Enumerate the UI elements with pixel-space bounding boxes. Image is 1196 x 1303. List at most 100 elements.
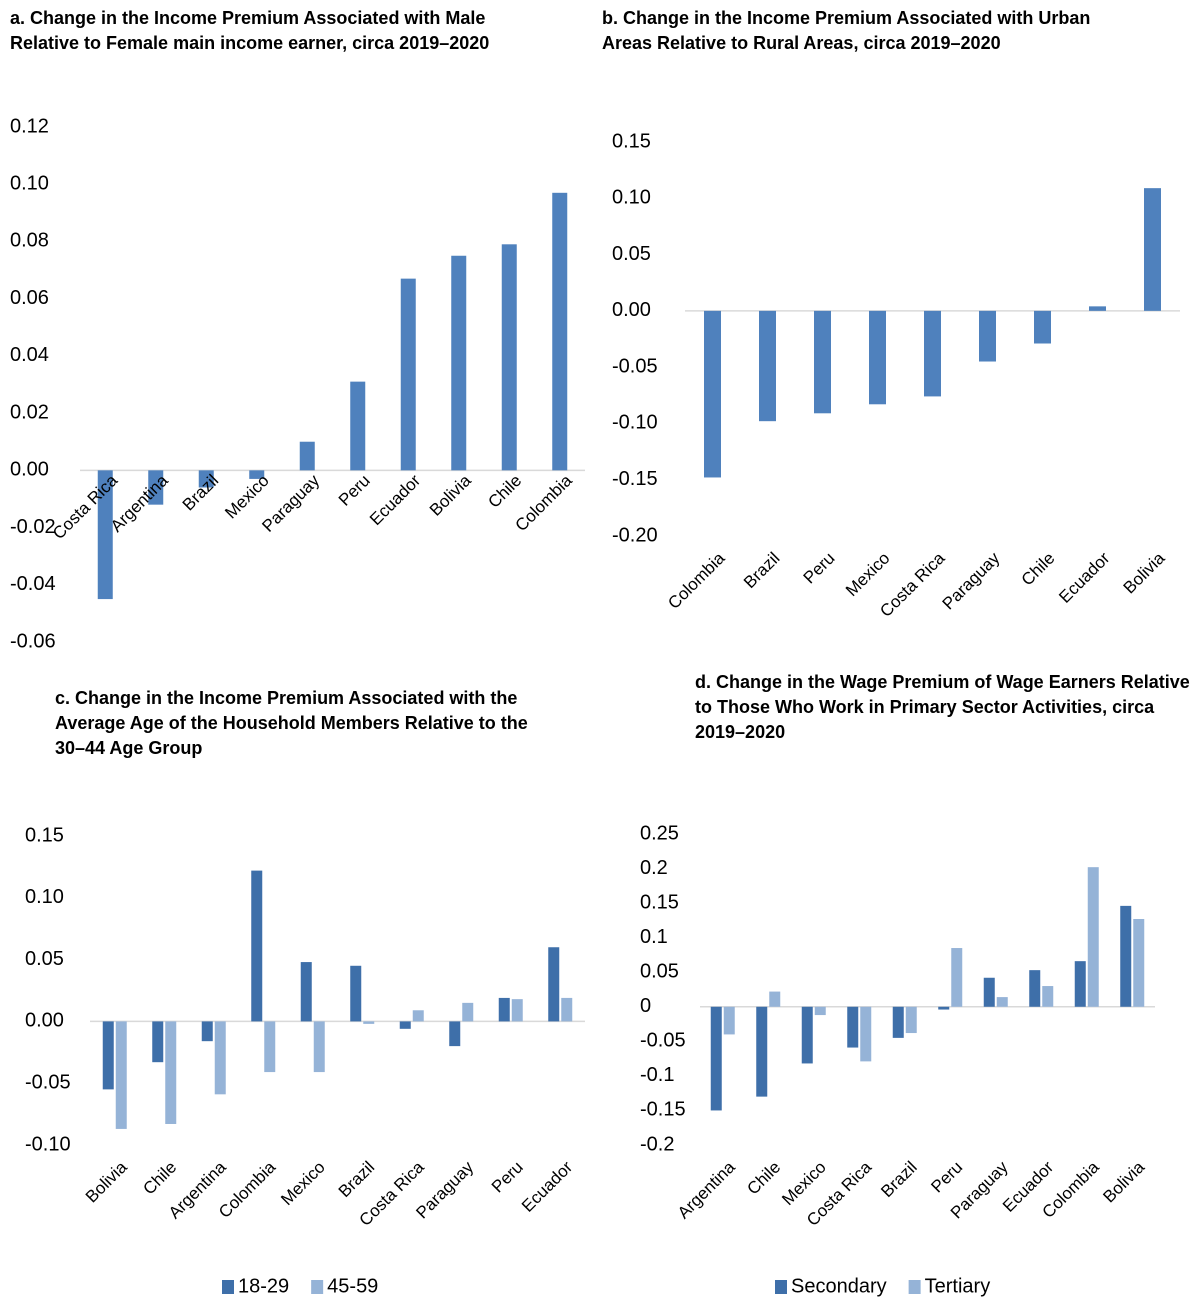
bar [869, 310, 886, 405]
bar [97, 470, 113, 600]
bar [814, 1006, 826, 1016]
bar [924, 310, 941, 397]
bar [399, 1021, 411, 1029]
bar [1087, 867, 1099, 1007]
x-tick-label: Chile [484, 471, 525, 512]
x-tick-label: Brazil [877, 1158, 920, 1201]
y-tick-label: -0.15 [640, 1099, 686, 1121]
y-tick-label: 0.00 [25, 1010, 64, 1032]
bar [350, 381, 366, 471]
bar [498, 997, 510, 1022]
bar [951, 948, 963, 1007]
y-tick-label: 0.05 [640, 961, 679, 983]
x-tick-label: Bolivia [1099, 1157, 1148, 1206]
x-tick-label: Peru [335, 471, 374, 510]
y-tick-label: 0.05 [612, 243, 651, 265]
y-tick-label: 0.10 [25, 886, 64, 908]
y-tick-label: -0.06 [10, 630, 56, 652]
bar [198, 470, 214, 488]
y-tick-label: -0.05 [640, 1030, 686, 1052]
bar [462, 1002, 474, 1022]
bar [801, 1006, 813, 1064]
bar [1042, 986, 1054, 1007]
bar [769, 991, 781, 1007]
y-tick-label: 0.15 [640, 891, 679, 913]
x-tick-label: Chile [1018, 549, 1059, 590]
y-tick-label: 0.1 [640, 926, 668, 948]
x-tick-label: Argentina [674, 1157, 739, 1222]
bar [501, 244, 517, 471]
y-tick-label: 0.06 [10, 287, 49, 309]
bar [996, 997, 1008, 1007]
bar [201, 1021, 213, 1042]
x-tick-label: Chile [139, 1158, 180, 1199]
y-tick-label: -0.05 [25, 1071, 71, 1093]
x-tick-label: Brazil [740, 549, 783, 592]
y-tick-label: -0.05 [612, 355, 658, 377]
bar [363, 1021, 375, 1024]
bar [1144, 188, 1161, 311]
bar [400, 278, 416, 471]
legend-swatch [908, 1280, 921, 1294]
x-tick-label: Ecuador [366, 471, 424, 529]
bar [552, 192, 568, 471]
chart-title: a. Change in the Income Premium Associat… [10, 8, 490, 53]
bar [983, 977, 995, 1007]
y-tick-label: -0.2 [640, 1133, 674, 1155]
bar [814, 310, 831, 414]
y-tick-label: 0.08 [10, 230, 49, 252]
bar [449, 1021, 461, 1047]
bar [1074, 961, 1086, 1007]
y-tick-label: 0 [640, 995, 651, 1017]
chart-title: c. Change in the Income Premium Associat… [55, 688, 528, 758]
x-tick-label: Peru [800, 549, 839, 588]
bar [1089, 306, 1106, 311]
legend-label: Tertiary [925, 1275, 991, 1297]
y-tick-label: 0.10 [612, 187, 651, 209]
bar [115, 1021, 127, 1129]
bar [412, 1010, 424, 1022]
bar [350, 965, 362, 1022]
legend-swatch [222, 1280, 234, 1294]
bar [710, 1006, 722, 1111]
x-tick-label: Chile [743, 1158, 784, 1199]
y-tick-label: 0.10 [10, 173, 49, 195]
bar [938, 1006, 950, 1010]
chart-title: b. Change in the Income Premium Associat… [602, 8, 1091, 53]
x-tick-label: Mexico [277, 1158, 329, 1210]
bar [251, 870, 263, 1022]
legend-label: 45-59 [327, 1275, 378, 1297]
y-tick-label: 0.2 [640, 857, 668, 879]
y-tick-label: 0.15 [25, 824, 64, 846]
chart-title: d. Change in the Wage Premium of Wage Ea… [695, 672, 1190, 742]
y-tick-label: -0.20 [612, 524, 658, 546]
y-tick-label: -0.04 [10, 573, 56, 595]
legend-swatch [775, 1280, 787, 1294]
y-tick-label: 0.15 [612, 130, 651, 152]
bar [511, 999, 523, 1022]
y-tick-label: -0.1 [640, 1064, 674, 1086]
bar [299, 441, 315, 471]
y-tick-label: -0.10 [25, 1133, 71, 1155]
bar [548, 947, 560, 1022]
x-tick-label: Colombia [664, 548, 729, 613]
x-tick-label: Colombia [512, 471, 577, 536]
y-tick-label: 0.25 [640, 822, 679, 844]
bar [152, 1021, 164, 1063]
y-tick-label: -0.10 [612, 412, 658, 434]
y-tick-label: -0.02 [10, 516, 56, 538]
x-tick-label: Ecuador [518, 1157, 576, 1215]
bar [165, 1021, 177, 1124]
y-tick-label: 0.12 [10, 115, 49, 137]
bar [561, 997, 573, 1022]
x-tick-label: Bolivia [426, 471, 475, 520]
legend-label: 18-29 [238, 1275, 289, 1297]
bar [847, 1006, 859, 1048]
legend-label: Secondary [791, 1275, 887, 1297]
x-tick-label: Ecuador [1055, 548, 1113, 606]
y-tick-label: -0.15 [612, 468, 658, 490]
y-tick-label: 0.05 [25, 948, 64, 970]
x-tick-label: Mexico [842, 549, 894, 601]
